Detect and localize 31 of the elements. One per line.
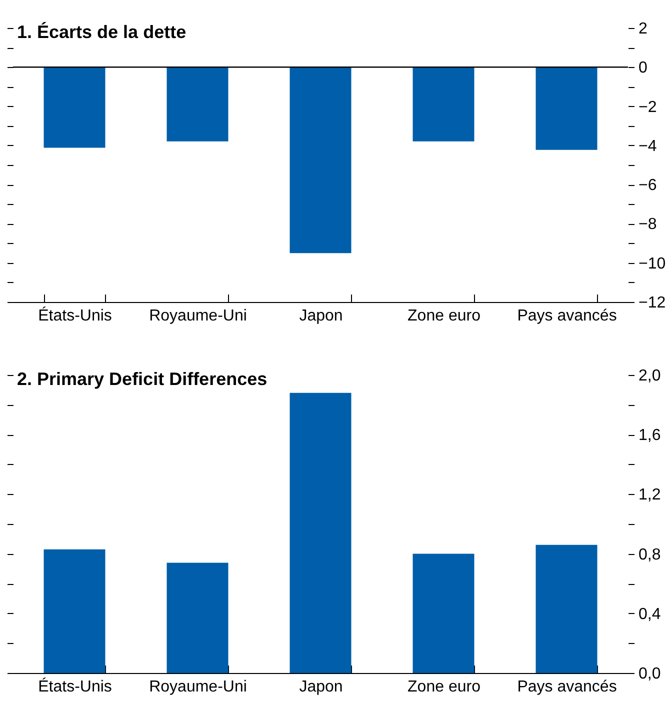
bar bbox=[166, 562, 228, 673]
chart-title: 1. Écarts de la dette bbox=[17, 22, 186, 42]
x-tick-label: Pays avancés bbox=[517, 308, 617, 324]
y-tick-label: −2 bbox=[638, 98, 657, 116]
x-tick-label: Zone euro bbox=[408, 308, 481, 324]
x-tick-label: Pays avancés bbox=[517, 678, 617, 696]
y-tick-label: 0,0 bbox=[638, 666, 661, 682]
y-tick-label: 0 bbox=[638, 60, 648, 77]
x-tick-label: Zone euro bbox=[408, 678, 481, 696]
x-tick-label: Royaume-Uni bbox=[149, 678, 247, 696]
y-tick-label: −12 bbox=[638, 294, 666, 312]
chart-title: 2. Primary Deficit Differences bbox=[17, 369, 268, 389]
y-tick-label: 2,0 bbox=[638, 368, 661, 384]
y-tick-label: −6 bbox=[638, 177, 657, 194]
x-tick-label: États-Unis bbox=[38, 306, 112, 324]
y-tick-label: −10 bbox=[638, 255, 666, 272]
bar bbox=[412, 554, 474, 673]
bar bbox=[44, 549, 106, 673]
y-tick-label: 1,6 bbox=[638, 427, 661, 444]
x-tick-label: Japon bbox=[299, 678, 343, 696]
x-tick-label: Japon bbox=[299, 308, 343, 324]
y-tick-label: −8 bbox=[638, 216, 657, 234]
y-tick-label: 2 bbox=[638, 20, 648, 38]
x-tick-label: Royaume-Uni bbox=[149, 308, 247, 324]
x-tick-label: États-Unis bbox=[38, 678, 112, 696]
y-tick-label: −4 bbox=[638, 138, 657, 155]
y-tick-label: 1,2 bbox=[638, 486, 661, 504]
y-tick-label: 0,8 bbox=[638, 546, 661, 564]
bar bbox=[290, 392, 352, 673]
y-tick-label: 0,4 bbox=[638, 606, 661, 623]
bar bbox=[536, 544, 598, 673]
